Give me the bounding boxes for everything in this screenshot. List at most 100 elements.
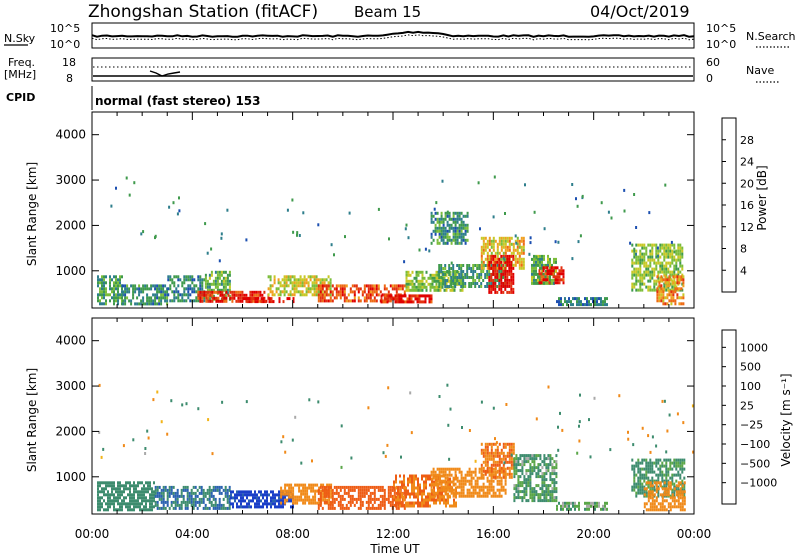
velocity-cell	[306, 486, 309, 490]
velocity-cell	[117, 499, 119, 503]
power-cell	[633, 267, 636, 271]
power-cell	[411, 288, 414, 292]
power-cell	[179, 293, 182, 297]
power-cell	[333, 287, 336, 291]
velocity-cell	[523, 490, 526, 494]
velocity-cell	[547, 457, 550, 461]
velocity-cell	[659, 464, 662, 468]
power-cell	[323, 299, 326, 303]
power-cell	[439, 288, 442, 292]
power-cell	[490, 278, 493, 282]
power-cell	[633, 249, 636, 253]
power-cell	[518, 260, 521, 264]
velocity-cell	[133, 481, 135, 485]
power-cell	[494, 266, 497, 270]
velocity-cell	[109, 493, 111, 497]
velocity-cell	[498, 469, 501, 473]
velocity-cell	[677, 481, 680, 485]
power-cell	[410, 294, 413, 298]
velocity-cell	[425, 477, 427, 481]
power-cell	[122, 284, 125, 288]
power-cell	[512, 263, 515, 267]
velocity-cell	[515, 490, 518, 494]
velocity-cell	[284, 501, 287, 505]
power-cell	[369, 284, 372, 288]
power-cell	[490, 290, 493, 294]
power-cell	[498, 278, 501, 282]
velocity-cell	[667, 473, 670, 477]
velocity-cell	[373, 491, 376, 495]
velocity-cell	[212, 497, 215, 501]
velocity-cell	[260, 490, 262, 494]
power-cell	[494, 275, 497, 279]
power-cell	[167, 287, 170, 291]
power-cell	[148, 287, 151, 291]
velocity-cell	[115, 496, 117, 500]
nave-dip	[149, 70, 181, 77]
power-cell	[456, 229, 459, 233]
velocity-cell	[353, 485, 356, 489]
velocity-cell	[461, 426, 463, 429]
velocity-cell	[149, 496, 151, 500]
velocity-cell	[111, 499, 113, 503]
power-cell	[407, 288, 410, 292]
y-tick-label: 4000	[55, 334, 86, 348]
power-cell	[666, 278, 669, 282]
velocity-cell	[651, 484, 654, 488]
velocity-cell	[496, 445, 499, 449]
velocity-cell	[673, 487, 676, 491]
power-cell	[289, 293, 292, 297]
velocity-cell	[109, 481, 111, 485]
power-cell	[596, 303, 598, 307]
power-cell	[307, 281, 310, 285]
power-cell	[315, 284, 318, 288]
power-cell	[381, 293, 384, 297]
velocity-cell	[296, 483, 299, 487]
velocity-cell	[458, 494, 461, 498]
velocity-cell	[185, 402, 188, 406]
velocity-cell	[434, 476, 437, 480]
velocity-cell	[206, 491, 209, 495]
velocity-cell	[444, 479, 447, 483]
velocity-cell	[508, 451, 511, 455]
velocity-cell	[510, 463, 513, 467]
power-cell	[669, 264, 672, 268]
velocity-cell	[266, 496, 268, 500]
power-cell	[667, 288, 670, 292]
power-cell	[450, 241, 453, 245]
power-cell	[353, 299, 356, 303]
velocity-cell	[323, 488, 326, 492]
velocity-cell	[387, 491, 390, 495]
power-cell	[175, 275, 178, 279]
velocity-cell	[184, 488, 187, 492]
velocity-cell	[100, 455, 103, 459]
velocity-cell	[505, 403, 508, 406]
power-cell	[657, 258, 660, 262]
velocity-cell	[541, 493, 544, 497]
velocity-cell	[496, 451, 499, 455]
power-cell	[494, 254, 497, 258]
power-cell	[291, 287, 294, 291]
velocity-cell	[403, 504, 405, 508]
velocity-cell	[468, 482, 471, 486]
velocity-cell	[555, 463, 558, 467]
power-cell	[468, 267, 471, 270]
velocity-cell	[566, 504, 568, 508]
velocity-cell	[377, 488, 380, 492]
velocity-cell	[547, 463, 550, 467]
velocity-cell	[643, 473, 646, 477]
power-cell	[103, 278, 105, 282]
velocity-cell	[282, 505, 284, 509]
power-cell	[639, 282, 642, 286]
velocity-cell	[403, 477, 405, 481]
velocity-cell	[111, 502, 113, 506]
power-cell	[516, 248, 519, 252]
power-cell	[496, 245, 499, 249]
power-cell	[193, 290, 196, 294]
velocity-cell	[647, 490, 650, 494]
velocity-cell	[496, 494, 499, 498]
power-cell	[121, 275, 123, 279]
velocity-cell	[655, 499, 658, 503]
power-cell	[177, 290, 180, 294]
power-cell	[637, 288, 640, 292]
